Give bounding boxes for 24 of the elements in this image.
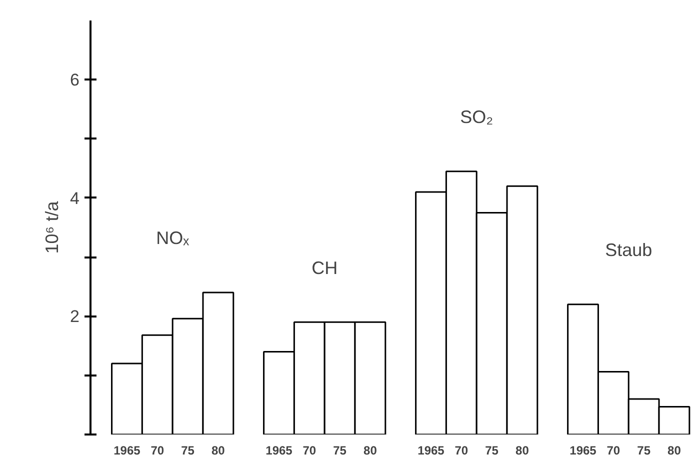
y-tick-label: 4: [70, 188, 80, 208]
x-tick-label: 1965: [418, 444, 445, 458]
x-tick-label: 70: [150, 444, 164, 458]
text: SO₂: [460, 106, 494, 127]
x-tick-label: 70: [302, 444, 316, 458]
text: Staub: [605, 240, 652, 260]
y-tick-label: 2: [70, 307, 80, 326]
x-tick-label: 80: [212, 444, 226, 458]
x-tick-label: 1965: [266, 444, 293, 458]
x-tick-label: 80: [516, 444, 530, 458]
x-tick-label: 75: [485, 444, 499, 458]
x-tick-label: 75: [333, 444, 347, 458]
y-tick-label: 6: [70, 70, 80, 90]
x-tick-label: 80: [668, 444, 682, 458]
y-axis-title: 10⁶ t/a: [42, 200, 62, 254]
x-tick-label: 75: [637, 444, 651, 458]
x-tick-label: 80: [364, 444, 378, 458]
x-tick-label: 1965: [114, 444, 141, 458]
x-tick-label: 75: [181, 444, 195, 458]
text: CH: [312, 258, 338, 278]
x-tick-label: 1965: [570, 444, 597, 458]
text: NOₓ: [156, 228, 190, 248]
x-tick-label: 70: [454, 444, 468, 458]
x-tick-label: 70: [606, 444, 620, 458]
